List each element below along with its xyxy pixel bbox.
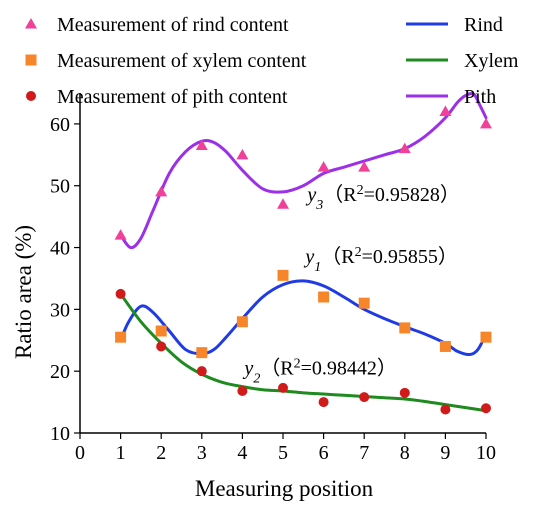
x-tick-label: 5: [278, 442, 288, 464]
x-tick-label: 6: [319, 442, 329, 464]
legend-rind-marker: [25, 18, 37, 29]
xylem-point: [439, 340, 451, 352]
rind-point: [358, 161, 371, 172]
x-tick-label: 9: [440, 442, 450, 464]
legend-pith-label: Measurement of pith content: [57, 86, 288, 108]
rind-point: [317, 161, 330, 172]
equation-part: =0.95855）: [362, 245, 458, 268]
xylem-point: [399, 322, 411, 334]
rind-point: [480, 117, 492, 129]
equation-part: y: [303, 246, 314, 268]
y-tick-label: 30: [50, 299, 70, 321]
xylem-point: [318, 291, 330, 303]
x-tick-label: 8: [400, 442, 410, 464]
equation-label: y2（R2=0.98442）: [242, 356, 397, 386]
rind-fit-line: [119, 279, 488, 357]
legend-pith-marker: [26, 91, 36, 101]
rind-point: [277, 198, 289, 209]
equation-part: 2: [253, 371, 260, 386]
y-tick-label: 50: [50, 176, 70, 198]
x-tick-label: 2: [156, 442, 166, 464]
x-tick-label: 10: [476, 442, 496, 464]
xylem-point: [277, 269, 289, 281]
legend-xylem-marker: [25, 54, 37, 66]
xylem-point: [196, 347, 208, 359]
equation-part: 2: [355, 245, 362, 260]
legend: Measurement of rind content Measurement o…: [25, 14, 519, 108]
pith-point: [399, 387, 410, 398]
pith-fit-line: [119, 92, 488, 250]
equation-part: 1: [314, 260, 321, 275]
rind-point: [236, 148, 249, 160]
x-axis-title: Measuring position: [195, 476, 374, 501]
rind-point: [439, 105, 452, 117]
equation-part: （R: [321, 245, 355, 268]
xylem-point: [155, 325, 167, 337]
xylem-point: [480, 331, 492, 343]
xylem-fit-line: [119, 292, 488, 413]
rind-point: [114, 229, 127, 240]
legend-xylem-label: Measurement of xylem content: [57, 50, 307, 72]
rind-point: [398, 142, 411, 154]
legend-pith-fit-label: Pith: [464, 86, 496, 108]
equation-part: =0.95828）: [364, 183, 460, 206]
equation-part: 2: [294, 356, 301, 371]
legend-rind-label: Measurement of rind content: [57, 14, 289, 36]
pith-point: [196, 366, 207, 377]
pith-point: [278, 382, 288, 393]
rind-point: [195, 139, 208, 151]
pith-point: [318, 397, 329, 408]
y-tick-label: 60: [50, 114, 70, 136]
equation-part: =0.98442）: [301, 356, 397, 379]
x-tick-label: 1: [116, 442, 126, 464]
xylem-point: [236, 316, 248, 328]
pith-point: [440, 404, 451, 415]
y-tick-label: 10: [50, 423, 70, 445]
pith-point: [237, 385, 248, 396]
equation-label: y3（R2=0.95828）: [305, 183, 460, 213]
y-tick-label: 40: [50, 238, 70, 260]
y-tick-label: 20: [50, 361, 70, 383]
pith-point: [359, 392, 370, 403]
pith-point: [481, 403, 491, 414]
axes: Measuring position Ratio area (%) 0 1 2 3 4 5…: [11, 93, 496, 501]
pith-point: [115, 288, 126, 299]
legend-xylem-fit-label: Xylem: [464, 50, 519, 72]
x-tick-label: 3: [197, 442, 207, 464]
xylem-point: [358, 297, 370, 309]
equation-part: （R: [260, 356, 294, 379]
plot-area: y3（R2=0.95828）y1（R2=0.95855）y2（R2=0.9844…: [114, 92, 492, 415]
y-axis-title: Ratio area (%): [11, 225, 36, 359]
equation-part: （R: [323, 183, 357, 206]
x-tick-label: 7: [359, 442, 369, 464]
xylem-point: [115, 331, 127, 343]
legend-rind-fit-label: Rind: [464, 14, 503, 36]
equation-part: y: [242, 357, 253, 379]
equation-part: y: [305, 184, 316, 206]
x-tick-label: 0: [75, 442, 85, 464]
equation-part: 3: [315, 198, 323, 213]
equation-part: 2: [357, 183, 364, 198]
equation-label: y1（R2=0.95855）: [303, 245, 458, 275]
x-tick-label: 4: [237, 442, 247, 464]
rind-point: [155, 185, 168, 197]
pith-point: [156, 341, 167, 352]
